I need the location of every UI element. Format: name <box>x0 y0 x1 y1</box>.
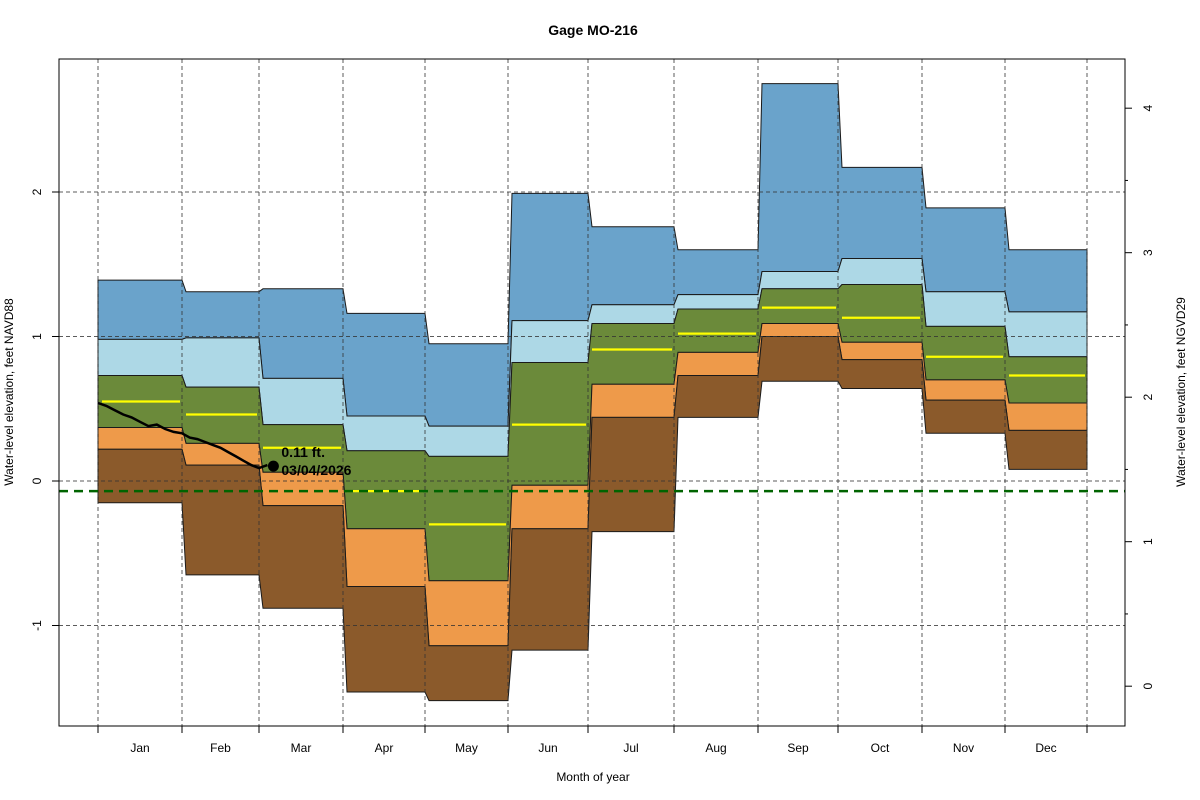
percentile-bands <box>97 83 1088 702</box>
y-tick-label-left: 2 <box>30 188 44 195</box>
x-tick-label: Aug <box>705 741 726 755</box>
chart-title: Gage MO-216 <box>548 22 638 38</box>
y-tick-label-left: 0 <box>30 477 44 484</box>
y-tick-label-right: 3 <box>1141 249 1155 256</box>
y-tick-label-right: 4 <box>1141 105 1155 112</box>
y-tick-label-left: -1 <box>30 620 44 631</box>
y-tick-label-right: 1 <box>1141 538 1155 545</box>
x-axis-label: Month of year <box>556 770 629 784</box>
x-tick-label: Oct <box>871 741 890 755</box>
axes: -1 0 1 2 0 1 2 3 4 Jan Feb Mar Apr May Jun Jul Aug Sep Oct… <box>30 105 1155 755</box>
x-tick-label: Jul <box>623 741 638 755</box>
current-year-group: 0.11 ft. 03/04/2026 <box>97 401 352 478</box>
y-axis-label-left: Water-level elevation, feet NAVD88 <box>2 298 16 486</box>
y-axis-label-right: Water-level elevation, feet NGVD29 <box>1174 297 1188 487</box>
y-tick-label-right: 2 <box>1141 394 1155 401</box>
x-tick-label: Nov <box>953 741 974 755</box>
x-tick-label: Mar <box>291 741 312 755</box>
current-point <box>267 460 279 472</box>
x-tick-label: May <box>455 741 478 755</box>
y-tick-label-left: 1 <box>30 333 44 340</box>
y-tick-label-right: 0 <box>1141 683 1155 690</box>
current-value-label: 0.11 ft. <box>281 444 325 460</box>
x-tick-label: Sep <box>787 741 809 755</box>
x-tick-label: Jun <box>538 741 557 755</box>
median-lines <box>102 306 1085 526</box>
x-tick-label: Feb <box>210 741 231 755</box>
x-tick-label: Apr <box>375 741 394 755</box>
current-year-line <box>97 401 268 470</box>
x-tick-label: Jan <box>130 741 149 755</box>
plot-frame <box>58 58 1126 727</box>
current-date-label: 03/04/2026 <box>281 462 351 478</box>
grid-lines <box>59 59 1125 726</box>
x-tick-label: Dec <box>1035 741 1056 755</box>
